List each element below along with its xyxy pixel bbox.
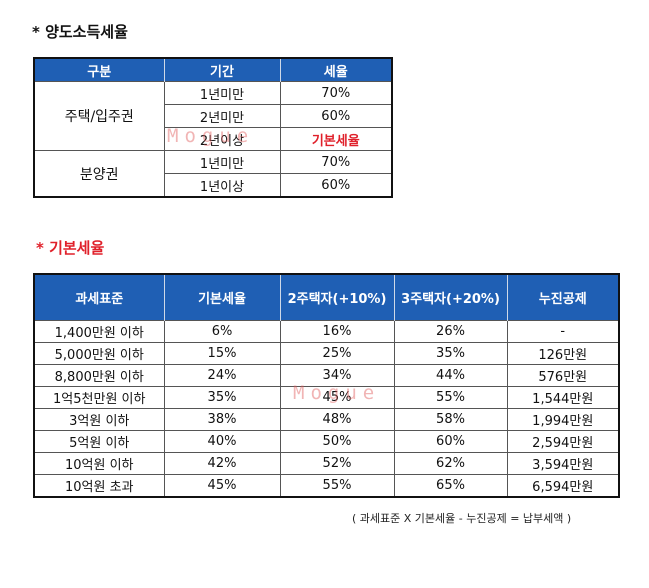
three-homes-cell: 65% [393,474,508,498]
basic-rate-cell: 40% [163,430,281,453]
three-homes-cell: 62% [393,452,508,475]
two-homes-cell: 50% [279,430,395,453]
three-homes-cell: 58% [393,408,508,431]
rate-cell: 60% [279,173,393,198]
rate-cell: 70% [279,150,393,174]
period-cell: 2년이상 [163,127,281,151]
tax-base-cell: 5억원 이하 [33,430,165,453]
basic-rate-cell: 38% [163,408,281,431]
header-deduction: 누진공제 [506,274,619,321]
table-header-row: 구분 기간 세율 [34,58,392,82]
two-homes-cell: 16% [279,320,395,343]
basic-rate-cell: 24% [163,364,281,387]
table-row: 2년미만 60% [34,104,393,128]
header-tax-base: 과세표준 [34,274,164,321]
header-basic-rate: 기본세율 [163,274,280,321]
header-three-homes: 3주택자(+20%) [393,274,507,321]
three-homes-cell: 44% [393,364,508,387]
header-period: 기간 [163,58,280,82]
tax-base-cell: 5,000만원 이하 [33,342,165,365]
basic-tax-rate-table: 과세표준 기본세율 2주택자(+10%) 3주택자(+20%) 누진공제 1,4… [33,273,620,498]
table-row: 10억원 이하 42% 52% 62% 3,594만원 [33,452,620,475]
tax-base-cell: 1억5천만원 이하 [33,386,165,409]
basic-rate-cell: 45% [163,474,281,498]
two-homes-cell: 45% [279,386,395,409]
section1-title: * 양도소득세율 [32,23,128,41]
header-two-homes: 2주택자(+10%) [279,274,394,321]
table-row: 5,000만원 이하 15% 25% 35% 126만원 [33,342,620,365]
two-homes-cell: 52% [279,452,395,475]
table-row: 3억원 이하 38% 48% 58% 1,994만원 [33,408,620,431]
period-cell: 2년미만 [163,104,281,128]
three-homes-cell: 60% [393,430,508,453]
tax-base-cell: 8,800만원 이하 [33,364,165,387]
group-label-presale: 분양권 [33,150,165,198]
deduction-cell: 3,594만원 [506,452,620,475]
basic-rate-cell: 42% [163,452,281,475]
header-category: 구분 [34,58,164,82]
period-cell: 1년미만 [163,150,281,174]
deduction-cell: 1,994만원 [506,408,620,431]
table-row: 분양권 1년미만 70% [33,150,393,198]
section2-title: * 기본세율 [36,239,105,257]
tax-base-cell: 1,400만원 이하 [33,320,165,343]
two-homes-cell: 48% [279,408,395,431]
tax-base-cell: 10억원 이하 [33,452,165,475]
period-cell: 1년이상 [163,173,281,198]
basic-rate-cell: 35% [163,386,281,409]
transfer-tax-table: 구분 기간 세율 주택/입주권 1년미만 70% 2년미만 60% 2년이상 기… [33,57,393,198]
three-homes-cell: 26% [393,320,508,343]
basic-rate-cell: 15% [163,342,281,365]
deduction-cell: 576만원 [506,364,620,387]
three-homes-cell: 35% [393,342,508,365]
rate-cell: 70% [279,81,393,105]
table-row: 5억원 이하 40% 50% 60% 2,594만원 [33,430,620,453]
rate-cell: 60% [279,104,393,128]
table-row: 1,400만원 이하 6% 16% 26% - [33,320,620,343]
three-homes-cell: 55% [393,386,508,409]
basic-rate-cell: 6% [163,320,281,343]
two-homes-cell: 34% [279,364,395,387]
header-rate: 세율 [279,58,392,82]
table-row: 주택/입주권 1년미만 70% [33,81,393,151]
table-row: 1년이상 60% [34,173,393,198]
table-row: 8,800만원 이하 24% 34% 44% 576만원 [33,364,620,387]
tax-base-cell: 3억원 이하 [33,408,165,431]
rate-cell-highlight: 기본세율 [279,127,393,151]
deduction-cell: 6,594만원 [506,474,620,498]
deduction-cell: 2,594만원 [506,430,620,453]
deduction-cell: 126만원 [506,342,620,365]
two-homes-cell: 25% [279,342,395,365]
tax-base-cell: 10억원 초과 [33,474,165,498]
two-homes-cell: 55% [279,474,395,498]
deduction-cell: - [506,320,620,343]
table-header-row: 과세표준 기본세율 2주택자(+10%) 3주택자(+20%) 누진공제 [34,274,619,321]
table-row: 10억원 초과 45% 55% 65% 6,594만원 [33,474,620,498]
table-row: 2년이상 기본세율 [34,127,393,151]
table-row: 1억5천만원 이하 35% 45% 55% 1,544만원 [33,386,620,409]
group-label-housing: 주택/입주권 [33,81,165,151]
deduction-cell: 1,544만원 [506,386,620,409]
formula-note: ( 과세표준 X 기본세율 - 누진공제 = 납부세액 ) [352,512,572,525]
period-cell: 1년미만 [163,81,281,105]
